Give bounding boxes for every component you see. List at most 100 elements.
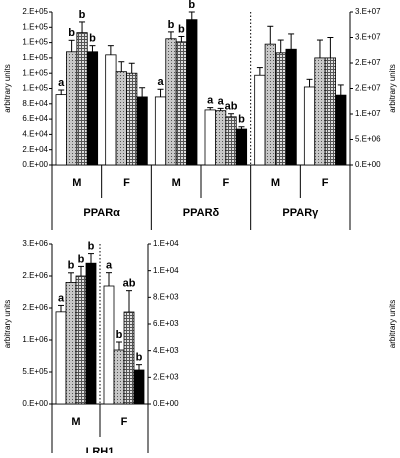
bar [136, 96, 148, 166]
bar [154, 96, 167, 166]
significance-letter: b [188, 0, 195, 11]
bar [165, 38, 177, 166]
bar [235, 128, 248, 166]
bar [335, 94, 347, 166]
significance-letter: b [116, 329, 123, 341]
y-tick-label: 1.E+05 [22, 38, 48, 47]
y-axis-label: arbitrary units [3, 64, 12, 112]
significance-letter: ab [123, 278, 136, 290]
y2-tick-label: 6.E+03 [153, 319, 179, 328]
group-label: PPARγ [282, 207, 319, 219]
category-label: M [72, 177, 81, 189]
category-label: M [172, 177, 181, 189]
category-label: F [322, 177, 329, 189]
bar [314, 57, 326, 166]
category-label: F [222, 177, 229, 189]
y-tick-label: 1.E+05 [22, 53, 48, 62]
y-tick-label: 8.E+04 [22, 99, 48, 108]
y2-tick-label: 8.E+03 [153, 292, 179, 301]
significance-letter: b [79, 9, 86, 21]
bar [85, 262, 97, 405]
y2-tick-label: 1.E+04 [153, 266, 179, 275]
y-tick-label: 1.E+06 [22, 335, 48, 344]
bar [225, 116, 237, 166]
significance-letter: b [238, 114, 245, 126]
y-axis-label: arbitrary units [3, 300, 12, 348]
y2-axis-label: arbitrary units [388, 300, 397, 348]
y-tick-label: 5.E+05 [22, 367, 48, 376]
category-label: F [121, 416, 128, 428]
y2-tick-label: 0.E+00 [355, 160, 381, 169]
group-label: LRH1 [86, 446, 115, 453]
bar [275, 52, 287, 166]
y-tick-label: 0.E+00 [22, 160, 48, 169]
bar [105, 54, 117, 166]
significance-letter: b [168, 19, 175, 31]
y2-axis-label: arbitrary units [388, 64, 397, 112]
category-label: F [123, 177, 130, 189]
bar [204, 109, 216, 166]
bar [75, 275, 87, 405]
bar [65, 281, 77, 405]
significance-letter: a [157, 76, 164, 88]
y2-tick-label: 2.E+07 [355, 84, 381, 93]
y-tick-label: 1.E+05 [22, 68, 48, 77]
bar [103, 285, 115, 405]
bar [285, 48, 297, 166]
y-tick-label: 4.E+04 [22, 130, 48, 139]
significance-letter: b [178, 23, 185, 35]
y2-tick-label: 0.E+00 [153, 399, 179, 408]
group-label: PPARα [83, 207, 120, 219]
y-tick-label: 2.E+04 [22, 145, 48, 154]
y2-tick-label: 3.E+07 [355, 7, 381, 16]
bar [133, 369, 145, 405]
significance-letter: ab [225, 101, 238, 113]
bar [215, 110, 227, 166]
bar [115, 71, 127, 166]
bar [86, 51, 99, 166]
bar [186, 19, 198, 166]
bar [55, 94, 67, 166]
bar [264, 43, 276, 166]
bar [303, 86, 316, 166]
significance-letter: b [89, 33, 96, 45]
significance-letter: a [218, 95, 225, 107]
y-tick-label: 1.E+05 [22, 22, 48, 31]
bar [76, 32, 88, 166]
y-tick-label: 2.E+06 [22, 271, 48, 280]
group-label: PPARδ [183, 207, 220, 219]
significance-letter: b [88, 241, 95, 253]
significance-letter: b [136, 352, 143, 364]
y2-tick-label: 2.E+03 [153, 372, 179, 381]
bar [254, 74, 266, 166]
y-tick-label: 0.E+00 [22, 399, 48, 408]
y2-tick-label: 4.E+03 [153, 346, 179, 355]
y-tick-label: 3.E+06 [22, 239, 48, 248]
significance-letter: a [207, 95, 214, 107]
bar [324, 57, 336, 166]
significance-letter: b [68, 27, 75, 39]
significance-letter: a [58, 292, 65, 304]
y2-tick-label: 2.E+07 [355, 58, 381, 67]
significance-letter: a [58, 77, 65, 89]
category-label: M [271, 177, 280, 189]
y2-tick-label: 5.E+06 [355, 135, 381, 144]
category-label: M [71, 416, 80, 428]
bar [55, 311, 67, 405]
significance-letter: a [106, 260, 113, 272]
y-tick-label: 2.E+05 [22, 7, 48, 16]
bar [175, 41, 187, 166]
y2-tick-label: 1.E+04 [153, 239, 179, 248]
bar [113, 349, 125, 405]
y-tick-label: 2.E+06 [22, 303, 48, 312]
bar [126, 72, 138, 166]
y-tick-label: 6.E+04 [22, 114, 48, 123]
y2-tick-label: 3.E+07 [355, 33, 381, 42]
bar [123, 311, 135, 405]
bar [66, 51, 78, 166]
significance-letter: b [78, 253, 85, 265]
significance-letter: b [68, 260, 75, 272]
y2-tick-label: 1.E+07 [355, 109, 381, 118]
y-tick-label: 1.E+05 [22, 84, 48, 93]
